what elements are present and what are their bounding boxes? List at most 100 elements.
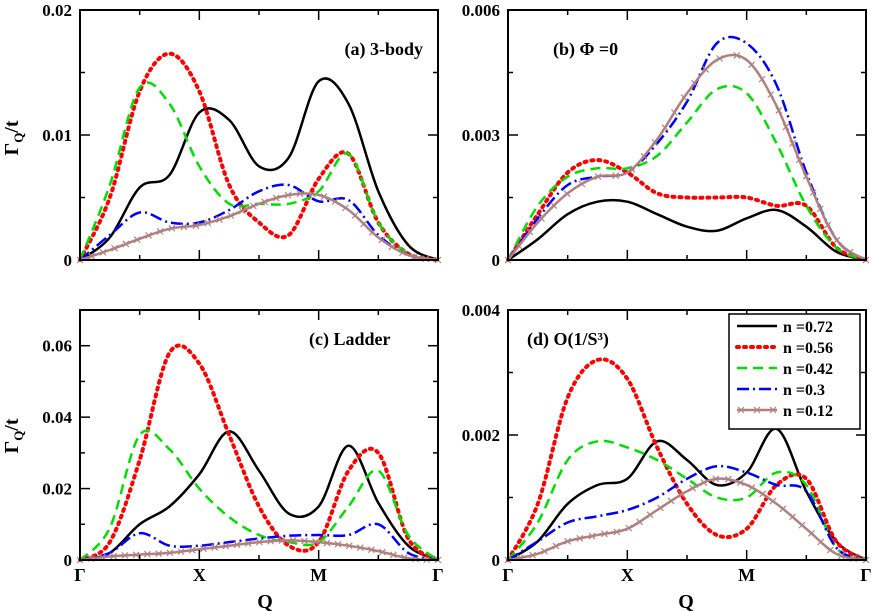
series-marker [594, 173, 602, 180]
series-marker [612, 172, 620, 180]
series-marker [564, 537, 572, 545]
series-marker [155, 550, 163, 558]
x-axis-label-right: Q [678, 591, 694, 611]
x-tick-label: M [738, 565, 755, 585]
legend-label: n =0.42 [783, 361, 833, 378]
series-marker [199, 545, 207, 553]
series-marker [563, 190, 571, 198]
y-tick-label: 0.006 [462, 1, 500, 20]
series-marker [846, 248, 854, 256]
series-marker [758, 75, 766, 83]
series-marker [156, 227, 164, 235]
series-marker [680, 94, 688, 101]
series-marker [816, 205, 824, 213]
series-marker [661, 124, 669, 132]
y-tick-label: 0.06 [42, 337, 72, 356]
series-line-n072 [79, 77, 439, 262]
series-marker [541, 547, 548, 555]
y-tick-label: 0.04 [42, 408, 72, 427]
series-line-n072 [507, 198, 867, 262]
series-line-n03 [507, 464, 867, 562]
series-marker [145, 232, 153, 239]
series-marker [646, 511, 654, 519]
series-line-n056 [78, 343, 440, 562]
y-tick-label: 0.02 [42, 480, 72, 499]
panel-title: (c) Ladder [309, 329, 390, 350]
series-marker [824, 221, 832, 229]
series-marker [759, 490, 767, 498]
series-marker [233, 541, 241, 549]
panel-b: 0 0.003 0.006 (b) Φ =0 [462, 1, 870, 270]
series-marker [702, 65, 710, 73]
legend-marker [753, 406, 761, 414]
series-marker [640, 152, 648, 160]
series-marker [736, 479, 744, 486]
series-marker [132, 551, 140, 559]
series-marker [724, 475, 732, 483]
series-line-n056 [506, 157, 868, 262]
x-tick-label: M [310, 565, 327, 585]
series-marker [351, 211, 359, 219]
series-marker [192, 222, 200, 230]
series-marker [216, 216, 223, 223]
series-marker [180, 223, 188, 231]
series-marker [110, 552, 118, 560]
series-marker [538, 215, 545, 222]
series-marker [775, 107, 783, 114]
series-marker [345, 542, 353, 550]
series-marker [143, 550, 151, 558]
series-marker [733, 51, 741, 59]
series-marker [613, 528, 621, 536]
series-marker [320, 193, 328, 201]
series-marker [267, 537, 275, 545]
series-line-n072 [79, 430, 439, 562]
legend-marker [737, 406, 745, 414]
series-marker [360, 220, 368, 228]
series-marker [342, 204, 349, 212]
series-marker [177, 548, 185, 556]
panel-d: 0 0.002 0.004 Γ X M Γ (d) O(1/S³) [462, 301, 872, 585]
series-marker [798, 521, 806, 529]
series-marker [88, 252, 95, 260]
x-tick-label: Γ [502, 565, 513, 585]
series-marker [249, 202, 257, 210]
legend-label: n =0.12 [783, 403, 833, 420]
series-marker [808, 529, 815, 537]
series-marker [526, 228, 534, 236]
series-marker [331, 198, 339, 205]
series-marker [628, 165, 636, 173]
series-marker [261, 198, 269, 206]
series-marker [356, 544, 364, 552]
y-axis-label-top: ΓQ/t [1, 120, 26, 155]
series-marker [378, 236, 386, 244]
series-marker [529, 551, 537, 559]
svg-text:ΓQ/t: ΓQ/t [1, 120, 26, 155]
series-marker [578, 180, 586, 188]
series-marker [678, 490, 686, 498]
series-marker [515, 242, 523, 250]
series-marker [278, 537, 286, 544]
panel-a: 0 0.01 0.02 (a) 3-body [42, 1, 442, 270]
x-axis-label-left: Q [257, 591, 273, 611]
series-marker [691, 79, 698, 87]
series-marker [289, 537, 297, 544]
series-marker [379, 548, 386, 556]
series-marker [700, 479, 708, 486]
series-marker [410, 253, 418, 261]
series-marker [188, 546, 196, 554]
series-marker [712, 475, 720, 483]
legend-entry: n =0.42 [737, 361, 833, 378]
series-marker [667, 497, 675, 505]
series-marker [368, 229, 376, 236]
series-line-n03 [79, 522, 439, 562]
series-marker [779, 505, 787, 513]
svg-text:ΓQ/t: ΓQ/t [1, 418, 26, 453]
series-marker [769, 497, 777, 505]
series-marker [748, 61, 756, 69]
series-marker [826, 546, 834, 554]
series-marker [817, 538, 825, 546]
x-tick-label: Γ [860, 565, 871, 585]
series-marker [716, 55, 724, 62]
series-marker [399, 249, 406, 257]
y-tick-label: 0.004 [462, 301, 501, 320]
